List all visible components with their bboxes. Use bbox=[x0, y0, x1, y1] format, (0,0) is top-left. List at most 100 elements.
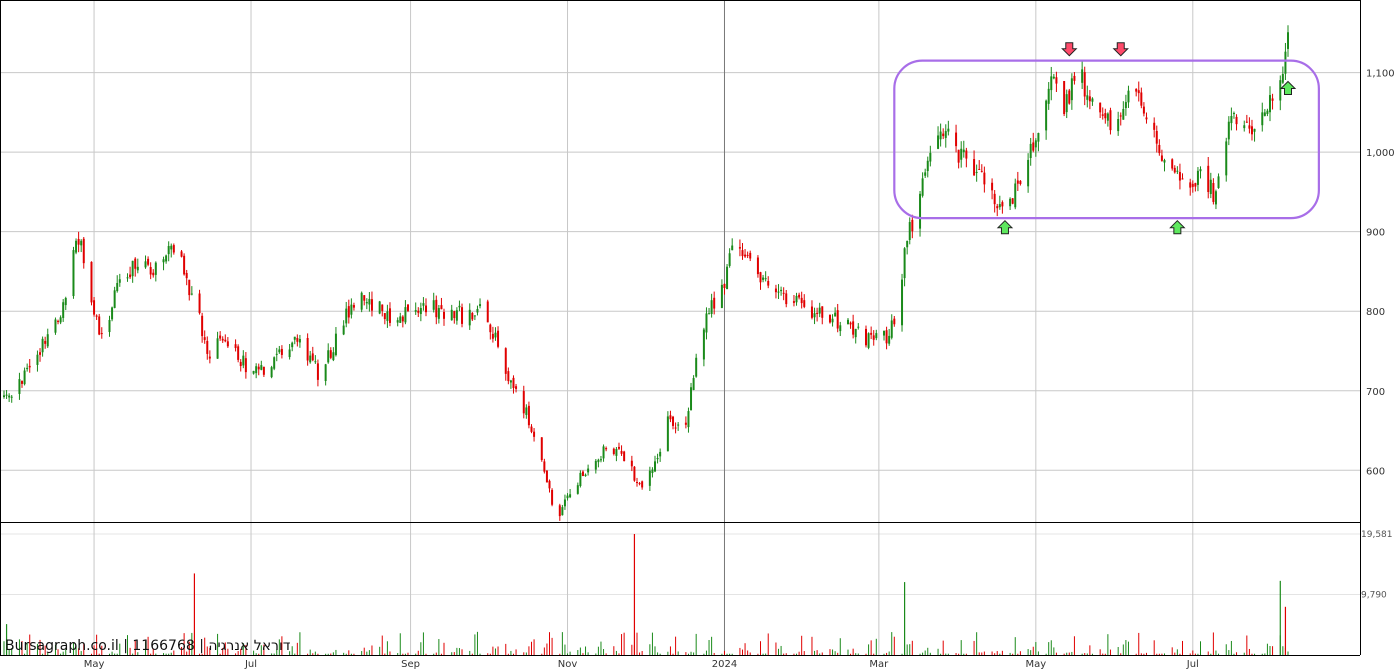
candle-body bbox=[360, 292, 363, 310]
candle-body bbox=[597, 459, 600, 463]
date-tick-label: Sep bbox=[401, 659, 420, 670]
candle-body bbox=[1263, 112, 1266, 116]
candle-body bbox=[854, 328, 857, 338]
candle-body bbox=[1045, 100, 1048, 131]
candle-body bbox=[108, 319, 111, 333]
candle-body bbox=[504, 348, 507, 374]
candle-body bbox=[741, 250, 744, 257]
candle-body bbox=[710, 300, 713, 314]
candle-body bbox=[23, 370, 26, 385]
candle-body bbox=[1212, 183, 1215, 202]
candle-body bbox=[834, 312, 837, 317]
candle-body bbox=[273, 357, 276, 369]
price-axis: 600 700 800 900 1,000 1,100 bbox=[1366, 69, 1395, 478]
candle-body bbox=[774, 288, 777, 293]
candle-body bbox=[54, 319, 57, 333]
candle-body bbox=[1009, 198, 1012, 207]
candle-body bbox=[944, 131, 947, 138]
candle-body bbox=[525, 407, 528, 415]
candle-body bbox=[515, 386, 518, 389]
candle-body bbox=[486, 301, 489, 323]
candle-body bbox=[345, 308, 348, 324]
candle-body bbox=[216, 338, 219, 359]
candle-body bbox=[165, 255, 168, 262]
candle-body bbox=[208, 356, 211, 359]
date-tick-label: May bbox=[84, 659, 105, 670]
candle-body bbox=[821, 306, 824, 318]
candle-body bbox=[419, 307, 422, 315]
candle-body bbox=[638, 483, 641, 485]
candle-body bbox=[239, 361, 242, 367]
candle-body bbox=[883, 330, 886, 336]
candle-body bbox=[540, 437, 543, 461]
candle-body bbox=[764, 278, 767, 280]
pattern-box bbox=[893, 59, 1320, 220]
candle-body bbox=[1091, 98, 1094, 102]
candle-body bbox=[95, 315, 98, 317]
candle-body bbox=[57, 320, 60, 322]
candle-body bbox=[890, 320, 893, 338]
candle-body bbox=[327, 350, 330, 363]
candle-body bbox=[666, 416, 669, 452]
candle-body bbox=[80, 240, 83, 246]
candle-body bbox=[453, 311, 456, 319]
candle-body bbox=[1027, 159, 1030, 187]
candle-body bbox=[329, 350, 332, 358]
volume-axis: 9,790 19,581 bbox=[1361, 530, 1393, 601]
candle-body bbox=[378, 301, 381, 314]
candle-body bbox=[1199, 169, 1202, 172]
candle-body bbox=[468, 309, 471, 326]
candle-body bbox=[612, 448, 615, 454]
candle-body bbox=[1281, 74, 1284, 83]
volume-tick-label: 19,581 bbox=[1361, 530, 1393, 540]
candle-body bbox=[1073, 75, 1076, 81]
candle-body bbox=[620, 450, 623, 454]
candle-body bbox=[924, 172, 927, 176]
candle-body bbox=[1230, 115, 1233, 124]
candle-body bbox=[201, 315, 204, 337]
candle-body bbox=[695, 357, 698, 377]
candle-body bbox=[1052, 76, 1055, 79]
candle-body bbox=[1207, 165, 1210, 193]
candle-body bbox=[352, 305, 355, 308]
candle-body bbox=[314, 361, 317, 363]
chart-frame bbox=[0, 0, 1361, 656]
price-tick-label: 600 bbox=[1366, 466, 1385, 477]
candle-body bbox=[347, 306, 350, 318]
candle-body bbox=[183, 255, 186, 275]
candle-body bbox=[77, 238, 80, 245]
candle-body bbox=[1158, 144, 1161, 154]
candle-body bbox=[10, 396, 13, 398]
candle-body bbox=[1225, 141, 1228, 176]
candle-body bbox=[728, 253, 731, 266]
candle-body bbox=[1135, 88, 1138, 92]
candle-body bbox=[672, 416, 675, 426]
candle-body bbox=[149, 267, 152, 275]
candle-body bbox=[1014, 183, 1017, 208]
candle-body bbox=[720, 284, 723, 308]
candle-body bbox=[522, 391, 525, 414]
candle-body bbox=[543, 461, 546, 472]
candle-body bbox=[929, 152, 932, 162]
candle-body bbox=[224, 339, 227, 342]
candle-body bbox=[41, 338, 44, 353]
candle-body bbox=[44, 340, 47, 344]
candle-body bbox=[839, 325, 842, 332]
candle-body bbox=[527, 405, 530, 426]
candle-body bbox=[154, 262, 157, 275]
candle-body bbox=[1245, 121, 1248, 123]
candle-body bbox=[167, 246, 170, 255]
candle-body bbox=[1209, 179, 1212, 195]
candle-body bbox=[818, 307, 821, 314]
candle-body bbox=[494, 332, 497, 338]
candle-body bbox=[1248, 125, 1251, 129]
candle-body bbox=[1068, 90, 1071, 104]
candle-body bbox=[875, 333, 878, 339]
candle-body bbox=[921, 178, 924, 196]
candle-body bbox=[1070, 78, 1073, 101]
candle-body bbox=[334, 333, 337, 356]
candle-body bbox=[118, 279, 121, 283]
candle-body bbox=[888, 335, 891, 344]
candle-body bbox=[288, 349, 291, 358]
